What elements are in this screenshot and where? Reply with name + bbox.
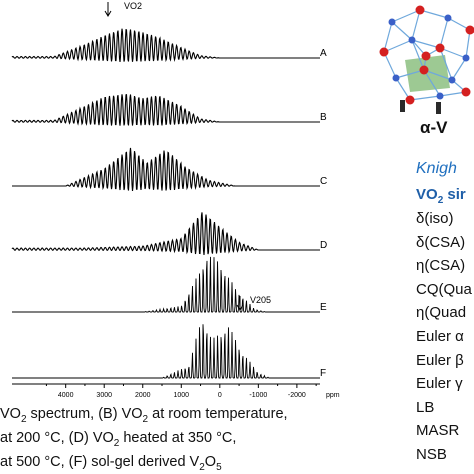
spectrum-trace-a (11, 28, 320, 63)
axis-marker (400, 100, 405, 112)
spectrum-trace-b (11, 94, 320, 126)
spectrum-labels: A B C D E F (320, 48, 327, 379)
oxygen-atom (435, 43, 445, 53)
oxygen-atom (421, 51, 431, 61)
crystal-bond (439, 47, 467, 59)
parameter-label: Euler α (416, 328, 464, 345)
axis-marker (436, 102, 441, 114)
spectrum-label-b: B (320, 112, 327, 123)
oxygen-atom (415, 5, 425, 15)
crystal-bond (423, 69, 441, 97)
x-tick-label: -1000 (249, 392, 267, 399)
crystal-structure-image (379, 5, 474, 114)
knight-shift-label: Knigh (416, 160, 457, 177)
caption-line-2: at 200 °C, (D) VO2 heated at 350 °C, (0, 430, 237, 449)
crystal-bond (383, 51, 397, 79)
spectrum-label-e: E (320, 302, 327, 313)
parameter-label: η(CSA) (416, 257, 466, 275)
spectrum-trace-e (12, 256, 320, 313)
x-tick-label: 2000 (135, 392, 151, 399)
annotations: VO2 V205 (104, 1, 271, 311)
coordination-polyhedron (405, 55, 450, 92)
spectrum-label-f: F (320, 368, 326, 379)
vanadium-atom (392, 74, 400, 82)
annotation-arrow (104, 2, 112, 17)
crystal-bond (383, 39, 413, 53)
vanadium-atom (388, 18, 396, 26)
annotation-arrow (236, 296, 244, 311)
caption-line-3: at 500 °C, (F) sol-gel derived V2O5 (0, 454, 222, 473)
x-tick-label: -2000 (288, 392, 306, 399)
vo2-parameters-header: VO2 sir (416, 186, 466, 206)
spectra-traces (11, 28, 320, 379)
spectrum-trace-f (12, 324, 320, 379)
parameter-label: LB (416, 398, 435, 416)
crystal-bond (465, 29, 471, 59)
spectrum-label-d: D (320, 240, 327, 251)
vanadium-atom (448, 76, 456, 84)
parameter-label: NSB (416, 446, 447, 463)
oxygen-atom (461, 87, 471, 97)
crystal-bond (423, 69, 453, 81)
crystal-bond (383, 21, 393, 53)
spectrum-trace-d (11, 212, 320, 256)
parameter-label: MASR (416, 422, 460, 440)
vanadium-atom (436, 92, 444, 100)
oxygen-atom (419, 65, 429, 75)
parameter-label: η(Quad (416, 304, 467, 322)
x-tick-label: 4000 (58, 392, 74, 399)
parameter-label: Euler β (416, 351, 464, 369)
x-axis: 4000 3000 2000 1000 0 -1000 -2000 ppm (12, 383, 340, 399)
parameter-label: δ(iso) (416, 210, 454, 227)
crystal-bond (391, 9, 421, 23)
crystal-bond (395, 69, 425, 79)
crystal-bond (439, 17, 449, 49)
x-tick-label: 0 (218, 392, 222, 399)
annotation-label: VO2 (124, 1, 142, 11)
crystal-bond (409, 95, 441, 101)
caption-line-1: VO2 spectrum, (B) VO2 at room temperatur… (0, 406, 288, 425)
crystal-bond (411, 39, 441, 49)
spectrum-label-a: A (320, 48, 327, 59)
spectrum-label-c: C (320, 176, 327, 187)
parameter-label: δ(CSA) (416, 233, 466, 251)
crystal-bond (439, 47, 453, 81)
x-tick-label: 1000 (173, 392, 189, 399)
oxygen-atom (379, 47, 389, 57)
parameter-label: CQ(Qua (416, 280, 472, 298)
parameter-label: Euler γ (416, 375, 463, 393)
crystal-bond (419, 9, 449, 19)
x-tick-label: 3000 (96, 392, 112, 399)
vanadium-atom (408, 36, 416, 44)
oxygen-atom (465, 25, 474, 35)
crystal-bond (391, 21, 413, 41)
annotation-label: V205 (250, 295, 271, 305)
alpha-phase-label: α-V (420, 118, 448, 137)
spectrum-trace-c (12, 147, 320, 192)
x-axis-unit: ppm (326, 392, 340, 399)
vanadium-atom (444, 14, 452, 22)
crystal-bond (411, 39, 425, 71)
vanadium-atom (462, 54, 470, 62)
oxygen-atom (405, 95, 415, 105)
crystal-bond (451, 57, 467, 81)
crystal-bond (411, 9, 421, 41)
